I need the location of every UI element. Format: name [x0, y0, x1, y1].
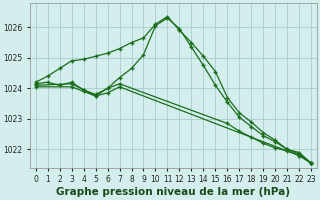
X-axis label: Graphe pression niveau de la mer (hPa): Graphe pression niveau de la mer (hPa)	[56, 187, 291, 197]
